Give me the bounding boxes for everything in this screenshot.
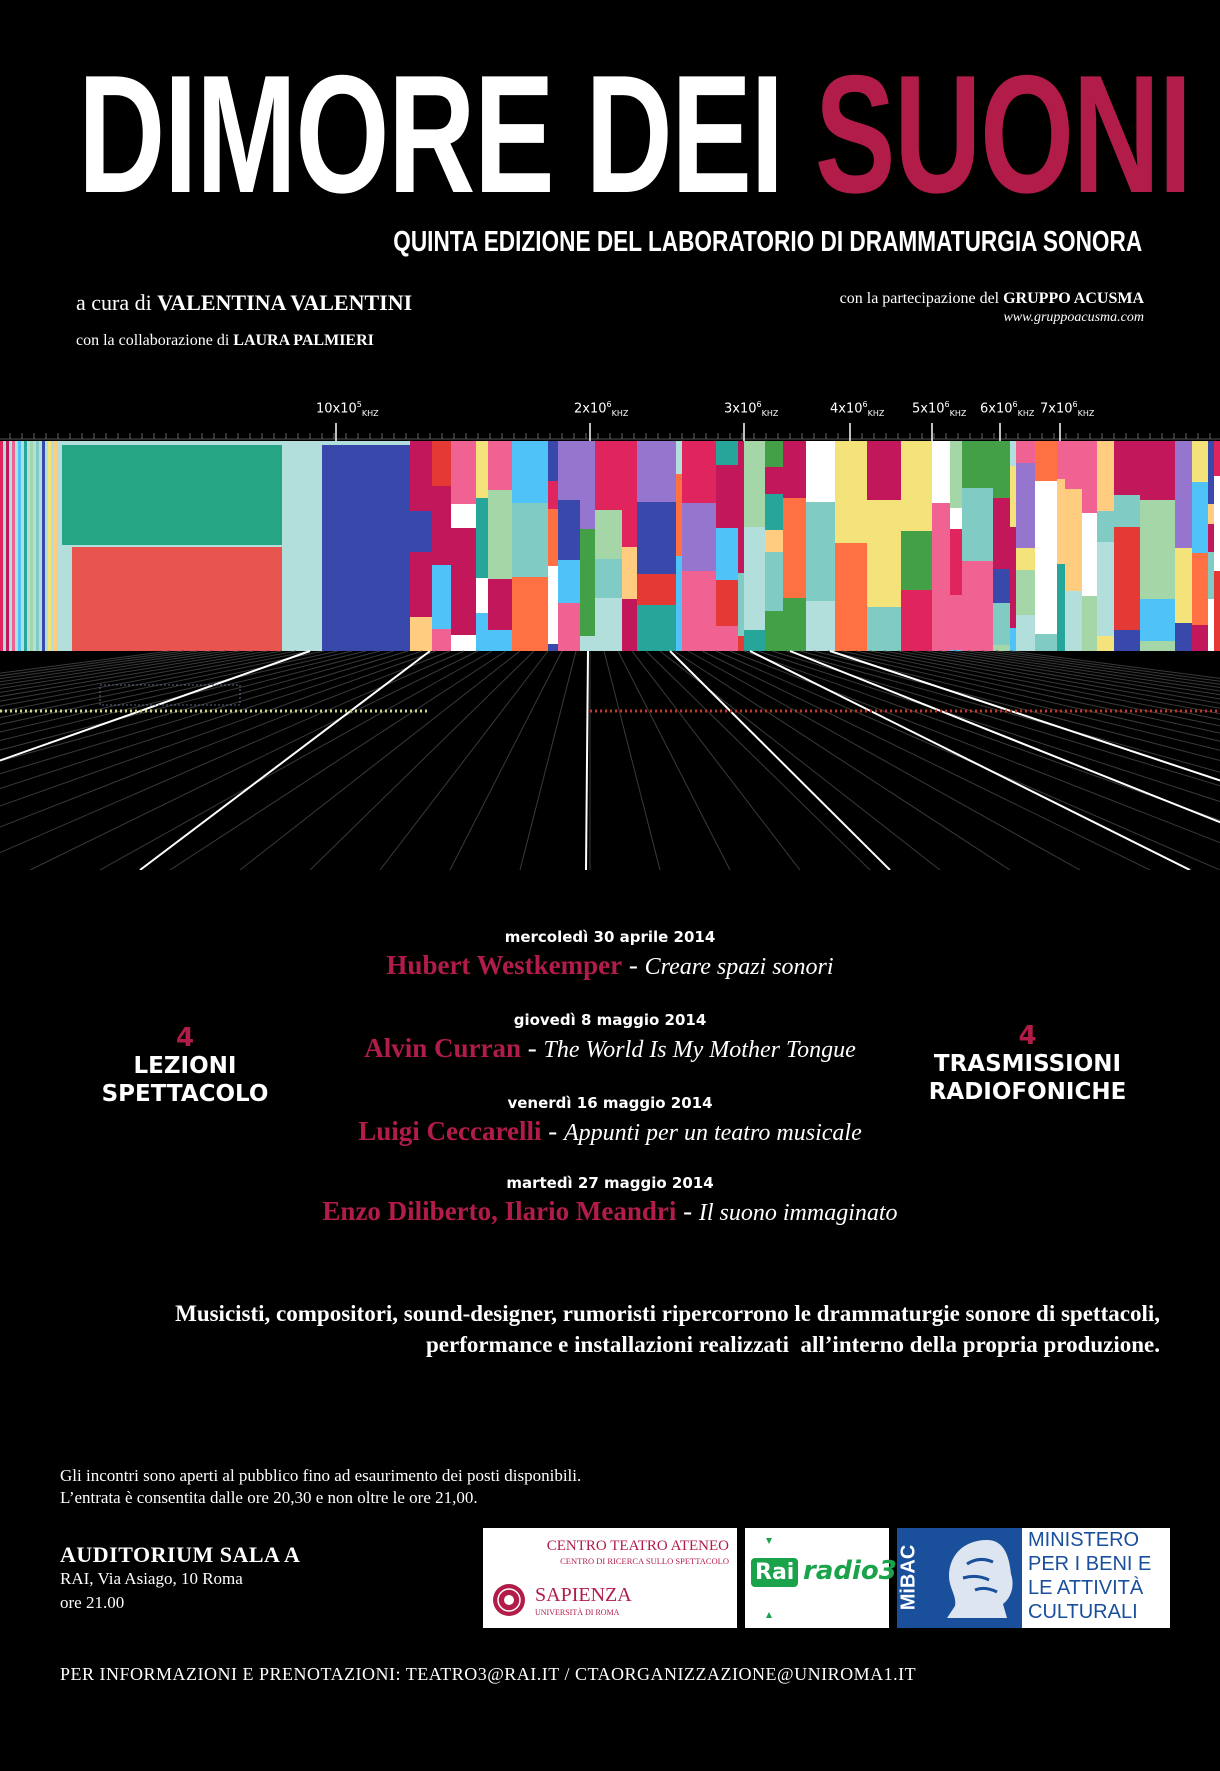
broadcasts-count: 4 (1018, 1021, 1037, 1051)
event-2: giovedì 8 maggio 2014 Alvin Curran - The… (240, 1011, 980, 1064)
event-4: martedì 27 maggio 2014 Enzo Diliberto, I… (240, 1174, 980, 1227)
venue-time: ore 21.00 (60, 1593, 125, 1612)
note-line2: L’entrata è consentita dalle ore 20,30 e… (60, 1488, 478, 1507)
event-1: mercoledì 30 aprile 2014 Hubert Westkemp… (240, 928, 980, 981)
info-footer: PER INFORMAZIONI E PRENOTAZIONI: TEATRO3… (60, 1664, 916, 1685)
venue-name: AUDITORIUM SALA A (60, 1542, 301, 1567)
broadcasts-line2: RADIOFONICHE (928, 1079, 1127, 1105)
description: Musicisti, compositori, sound-designer, … (60, 1298, 1160, 1360)
lessons-line1: LEZIONI (133, 1053, 237, 1079)
broadcasts-line1: TRASMISSIONI (933, 1051, 1122, 1077)
note-line1: Gli incontri sono aperti al pubblico fin… (60, 1466, 582, 1485)
centro-teatro-ateneo-logo: CENTRO TEATRO ATENEO CENTRO DI RICERCA S… (483, 1528, 737, 1628)
mibac-text: MiBAC (897, 1544, 920, 1611)
mibac-logo: MiBAC MINISTERO PER I BENI E LE ATTIVITÀ… (897, 1528, 1170, 1628)
poster-title: DIMORE DEI SUONI (78, 50, 1192, 218)
frequency-label: 5x106KHZ (912, 400, 967, 418)
event-3: venerdì 16 maggio 2014 Luigi Ceccarelli … (240, 1094, 980, 1147)
curator-prefix: a cura di (76, 290, 152, 315)
event-title: Creare spazi sonori (644, 954, 834, 980)
info-label: PER INFORMAZIONI E PRENOTAZIONI: (60, 1664, 402, 1684)
event-title: Il suono immaginato (698, 1200, 898, 1226)
radio3-text: radio3 (803, 1556, 897, 1586)
rai-radio3-logo: Rai radio3 (745, 1528, 897, 1628)
sapienza-sub: UNIVERSITÀ DI ROMA (535, 1608, 620, 1617)
sapienza-name: SAPIENZA (535, 1584, 632, 1606)
description-line2: performance e installazioni realizzati a… (425, 1332, 1160, 1357)
curator-name: VALENTINA VALENTINI (157, 290, 413, 315)
event-separator: - (622, 950, 645, 980)
cta-line1: CENTRO TEATRO ATENEO (546, 1538, 729, 1554)
event-separator: - (676, 1196, 699, 1226)
website-link[interactable]: www.gruppoacusma.com (1003, 310, 1144, 325)
collab-prefix: con la collaborazione di (76, 332, 230, 349)
event-separator: - (541, 1116, 564, 1146)
ministero-line4: CULTURALI (1028, 1601, 1138, 1623)
venue-block: AUDITORIUM SALA A RAI, Via Asiago, 10 Ro… (60, 1543, 300, 1615)
access-notes: Gli incontri sono aperti al pubblico fin… (60, 1465, 581, 1509)
poster-subtitle: QUINTA EDIZIONE DEL LABORATORIO DI DRAMM… (393, 226, 1142, 258)
cta-line2: CENTRO DI RICERCA SULLO SPETTACOLO (560, 1556, 729, 1566)
participation-name: GRUPPO ACUSMA (1003, 290, 1144, 307)
frequency-label: 7x106KHZ (1040, 400, 1095, 418)
sapienza-seal-icon (493, 1584, 525, 1616)
description-line1: Musicisti, compositori, sound-designer, … (175, 1301, 1160, 1326)
event-speaker: Enzo Diliberto, Ilario Meandri (322, 1196, 677, 1226)
event-title: The World Is My Mother Tongue (543, 1037, 856, 1063)
ministero-line2: PER I BENI E (1028, 1553, 1152, 1575)
venue-address: RAI, Via Asiago, 10 Roma (60, 1569, 243, 1588)
curator-line: a cura di VALENTINA VALENTINI (76, 290, 412, 316)
title-main: DIMORE DEI (78, 40, 784, 228)
frequency-label: 2x106KHZ (574, 400, 629, 418)
event-date: giovedì 8 maggio 2014 (513, 1011, 707, 1029)
ministero-line3: LE ATTIVITÀ (1028, 1577, 1144, 1599)
ministero-line1: MINISTERO (1028, 1529, 1140, 1551)
event-title: Appunti per un teatro musicale (563, 1120, 862, 1146)
rai-text: Rai (751, 1558, 799, 1587)
frequency-label: 10x105KHZ (316, 400, 379, 418)
rai-triangles-icon (766, 1538, 772, 1618)
event-speaker: Luigi Ceccarelli (358, 1116, 542, 1146)
broadcasts-block: 4 TRASMISSIONI RADIOFONICHE (915, 1022, 1140, 1106)
collaboration-line: con la collaborazione di LAURA PALMIERI (76, 332, 374, 350)
participation-line: con la partecipazione del GRUPPO ACUSMA (840, 290, 1144, 308)
event-separator: - (521, 1033, 544, 1063)
lessons-count: 4 (175, 1023, 195, 1053)
lessons-block: 4 LEZIONI SPETTACOLO (90, 1024, 280, 1108)
event-speaker: Hubert Westkemper (386, 950, 623, 980)
title-accent: SUONI (814, 40, 1192, 228)
event-date: mercoledì 30 aprile 2014 (504, 928, 716, 946)
bust-sculpture-icon (947, 1540, 1013, 1618)
participation-prefix: con la partecipazione del (839, 290, 1000, 307)
ministero-text: MINISTERO PER I BENI E LE ATTIVITÀ CULTU… (1028, 1528, 1151, 1624)
frequency-label: 3x106KHZ (724, 400, 779, 418)
info-contacts[interactable]: TEATRO3@RAI.IT / CTAORGANIZZAZIONE@UNIRO… (405, 1664, 917, 1684)
event-speaker: Alvin Curran (364, 1033, 522, 1063)
frequency-label: 4x106KHZ (830, 400, 885, 418)
event-date: venerdì 16 maggio 2014 (507, 1094, 713, 1112)
event-date: martedì 27 maggio 2014 (506, 1174, 714, 1192)
collab-name: LAURA PALMIERI (233, 332, 374, 349)
spectrogram-artwork (0, 423, 1220, 870)
frequency-label: 6x106KHZ (980, 400, 1035, 418)
lessons-line2: SPETTACOLO (101, 1081, 269, 1107)
